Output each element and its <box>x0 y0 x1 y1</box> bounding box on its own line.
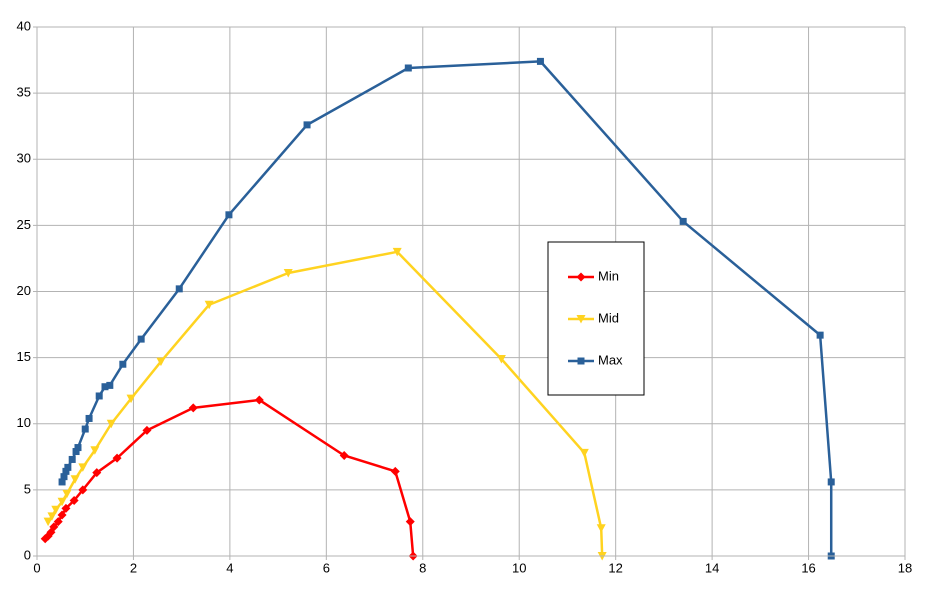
marker <box>405 517 415 527</box>
marker <box>112 453 122 463</box>
marker <box>81 425 89 433</box>
marker <box>85 414 93 422</box>
legend-label: Max <box>598 352 623 367</box>
marker <box>119 360 127 368</box>
x-tick-label: 8 <box>419 560 426 575</box>
marker <box>175 285 183 293</box>
marker <box>827 478 835 486</box>
legend: Min Mid Max <box>547 241 645 396</box>
y-tick-label: 30 <box>17 151 31 166</box>
marker <box>576 272 586 282</box>
marker <box>596 524 606 533</box>
marker <box>72 448 80 456</box>
marker <box>137 335 145 343</box>
marker <box>392 247 402 257</box>
marker <box>78 463 88 472</box>
marker <box>74 444 82 452</box>
x-tick-label: 14 <box>705 560 719 575</box>
y-tick-label: 35 <box>17 85 31 100</box>
marker <box>60 473 68 481</box>
legend-label: Mid <box>598 310 619 325</box>
x-tick-label: 18 <box>898 560 912 575</box>
marker <box>576 315 586 324</box>
marker <box>53 517 63 527</box>
marker <box>126 394 136 404</box>
marker <box>142 425 152 435</box>
marker <box>95 392 103 400</box>
marker <box>57 510 67 520</box>
x-tick-label: 4 <box>226 560 233 575</box>
y-tick-label: 40 <box>17 18 31 33</box>
marker <box>68 455 76 463</box>
marker <box>390 466 400 476</box>
marker <box>204 300 214 310</box>
marker <box>156 357 166 367</box>
marker <box>303 121 311 129</box>
legend-box <box>547 241 645 396</box>
y-tick-label: 20 <box>17 283 31 298</box>
marker <box>62 489 72 499</box>
marker <box>78 485 88 495</box>
marker <box>49 522 59 532</box>
y-tick-label: 25 <box>17 217 31 232</box>
marker <box>404 64 412 72</box>
x-tick-label: 0 <box>33 560 40 575</box>
marker <box>61 503 71 513</box>
marker <box>579 448 589 458</box>
marker <box>92 468 102 478</box>
legend-label: Min <box>598 268 619 283</box>
marker <box>69 495 79 505</box>
marker <box>57 497 67 507</box>
marker <box>225 211 233 219</box>
marker <box>51 505 61 515</box>
marker <box>62 467 70 475</box>
marker <box>70 475 80 484</box>
x-tick-label: 16 <box>801 560 815 575</box>
marker <box>254 395 264 405</box>
marker <box>47 512 57 521</box>
marker <box>283 268 293 278</box>
y-tick-label: 0 <box>24 547 31 562</box>
x-tick-label: 10 <box>512 560 526 575</box>
x-tick-label: 6 <box>323 560 330 575</box>
marker <box>58 478 66 486</box>
marker <box>536 57 544 65</box>
marker <box>816 331 824 339</box>
marker <box>106 381 114 389</box>
marker <box>188 403 198 413</box>
marker <box>496 354 506 364</box>
marker <box>64 463 72 471</box>
marker <box>43 517 53 527</box>
y-tick-label: 10 <box>17 415 31 430</box>
marker <box>679 217 687 225</box>
marker <box>101 383 109 391</box>
marker <box>339 450 349 460</box>
marker <box>90 446 100 455</box>
series-line <box>60 60 833 556</box>
x-tick-label: 2 <box>130 560 137 575</box>
y-tick-label: 5 <box>24 481 31 496</box>
x-tick-label: 12 <box>608 560 622 575</box>
y-tick-label: 15 <box>17 349 31 364</box>
marker <box>577 357 585 365</box>
marker <box>106 419 116 429</box>
